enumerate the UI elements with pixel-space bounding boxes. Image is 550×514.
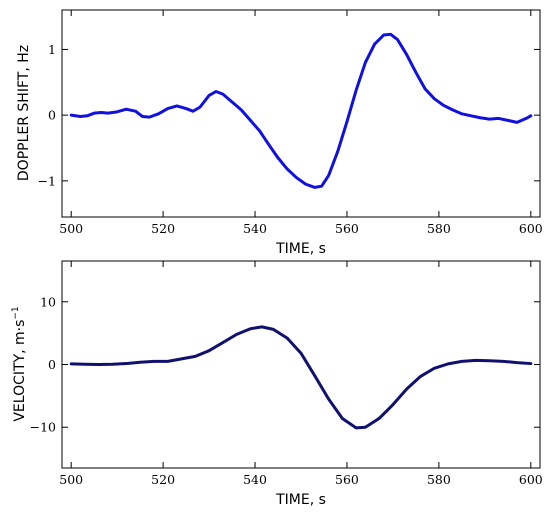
doppler-x-tick-label: 580 xyxy=(427,221,451,236)
doppler-y-axis-label: DOPPLER SHIFT, Hz xyxy=(16,45,32,181)
doppler-shift-line xyxy=(69,32,533,189)
doppler-y-tick-label: −1 xyxy=(38,173,56,188)
velocity-y-tick-label: 10 xyxy=(40,294,56,309)
velocity-plot-frame xyxy=(61,260,541,469)
velocity-x-axis-label: TIME, s xyxy=(275,492,326,508)
velocity-x-tick-label: 540 xyxy=(243,472,267,487)
velocity-x-tick-label: 500 xyxy=(59,472,83,487)
velocity-panel: 500 520 540 560 580 600 −10 0 10 TIME, s VELOCIT… xyxy=(11,260,543,508)
doppler-y-tick-label: 0 xyxy=(48,108,56,123)
velocity-y-tick-label: 0 xyxy=(48,357,56,372)
doppler-plot-frame xyxy=(61,9,541,218)
doppler-x-tick-label: 540 xyxy=(243,221,267,236)
doppler-x-tick-label: 560 xyxy=(335,221,359,236)
doppler-ticks: 500 520 540 560 580 600 −1 0 1 xyxy=(38,10,543,236)
doppler-y-tick-label: 1 xyxy=(48,42,56,57)
velocity-x-tick-label: 600 xyxy=(519,472,543,487)
velocity-line xyxy=(69,325,533,430)
doppler-panel: 500 520 540 560 580 600 −1 0 1 TIME, s DOPPLER S… xyxy=(16,9,543,257)
velocity-x-tick-label: 580 xyxy=(427,472,451,487)
velocity-y-axis-label: VELOCITY, m·s−1 xyxy=(11,306,28,421)
velocity-x-tick-label: 560 xyxy=(335,472,359,487)
velocity-y-tick-label: −10 xyxy=(30,420,56,435)
doppler-x-tick-label: 600 xyxy=(519,221,543,236)
velocity-y-axis-label-sup: −1 xyxy=(11,306,21,319)
doppler-x-tick-label: 520 xyxy=(151,221,175,236)
doppler-x-tick-label: 500 xyxy=(59,221,83,236)
doppler-x-axis-label: TIME, s xyxy=(275,241,326,257)
velocity-x-tick-label: 520 xyxy=(151,472,175,487)
velocity-y-axis-label-main: VELOCITY, m·s xyxy=(12,320,28,422)
velocity-ticks: 500 520 540 560 580 600 −10 0 10 xyxy=(30,261,543,487)
